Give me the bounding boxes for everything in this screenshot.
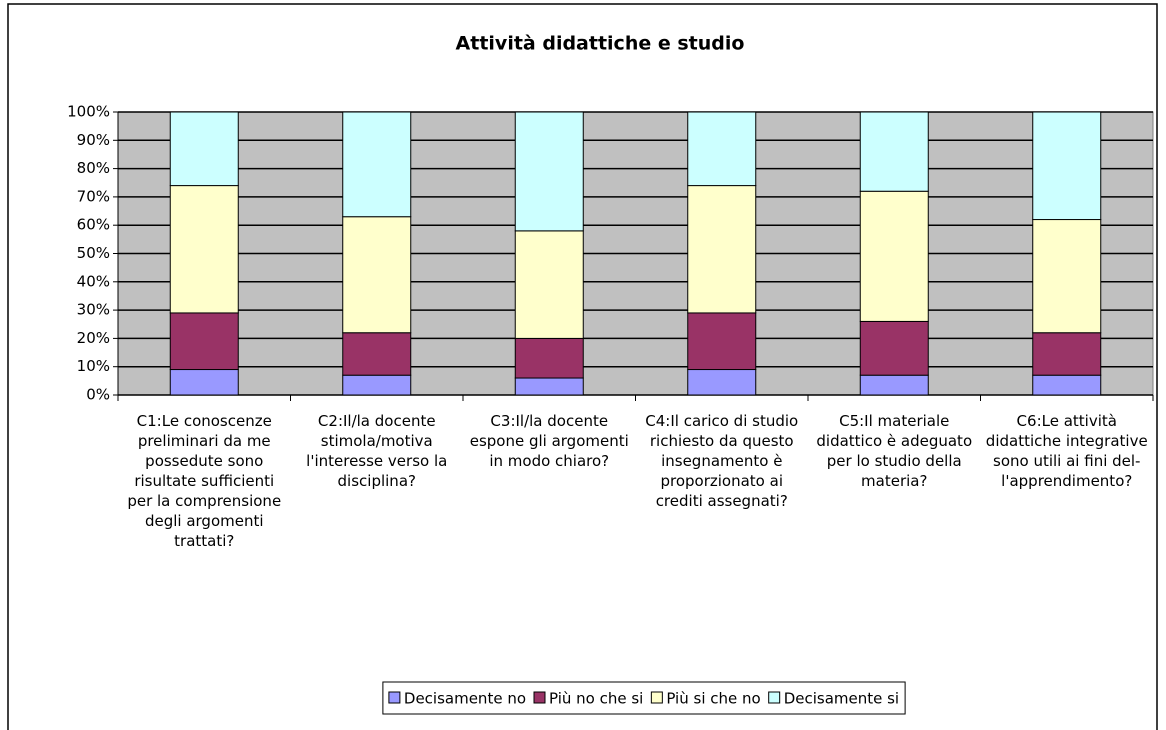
- bar-segment: [687, 185, 757, 314]
- y-tick-label: 60%: [77, 216, 110, 234]
- legend-swatch: [533, 691, 546, 704]
- bar-segment: [342, 332, 412, 376]
- x-tick-label: C4:Il carico di studio richiesto da ques…: [645, 412, 799, 510]
- bar-segment: [514, 230, 584, 339]
- legend-label: Decisamente si: [784, 690, 899, 708]
- y-tick-label: 50%: [77, 244, 110, 262]
- chart-title: Attività didattiche e studio: [456, 33, 745, 55]
- x-tick-label: C5:Il materiale didattico è adeguato per…: [816, 412, 973, 490]
- bar-segment: [169, 312, 239, 371]
- bar-segment: [169, 369, 239, 396]
- x-tick-label: C1:Le conoscenze preliminari da me posse…: [127, 412, 282, 550]
- x-tick-label: C3:Il/la docente espone gli argomenti in…: [469, 412, 629, 470]
- legend-label: Più si che no: [666, 690, 760, 708]
- x-tick-label: C2:Il/la docente stimola/motiva l'intere…: [306, 412, 448, 490]
- bar-segment: [1032, 111, 1102, 221]
- bar-segment: [1032, 332, 1102, 376]
- y-tick-label: 10%: [77, 357, 110, 375]
- bar-segment: [514, 111, 584, 232]
- bar-segment: [859, 374, 929, 396]
- bar-segment: [514, 337, 584, 379]
- y-tick-label: 40%: [77, 272, 110, 290]
- bar-segment: [342, 111, 412, 218]
- y-tick-label: 80%: [77, 159, 110, 177]
- legend-swatch: [768, 691, 781, 704]
- bar-segment: [859, 190, 929, 322]
- bar-segment: [169, 111, 239, 187]
- bar-segment: [687, 111, 757, 187]
- y-tick-label: 100%: [67, 103, 110, 121]
- bar-segment: [687, 369, 757, 396]
- bar-segment: [1032, 219, 1102, 334]
- y-tick-label: 90%: [77, 131, 110, 149]
- bar-segment: [342, 216, 412, 334]
- bar-segment: [169, 185, 239, 314]
- y-tick-label: 70%: [77, 187, 110, 205]
- x-tick-label: C6:Le attività didattiche integrative so…: [985, 412, 1148, 490]
- y-tick-label: 0%: [86, 386, 110, 404]
- legend-label: Decisamente no: [404, 690, 526, 708]
- y-tick-label: 20%: [77, 329, 110, 347]
- legend-swatch: [388, 691, 401, 704]
- bar-segment: [687, 312, 757, 371]
- bar-segment: [342, 374, 412, 396]
- legend-swatch: [650, 691, 663, 704]
- legend: [382, 681, 906, 715]
- bar-segment: [859, 111, 929, 192]
- legend-label: Più no che si: [549, 690, 643, 708]
- y-tick-label: 30%: [77, 301, 110, 319]
- bar-segment: [1032, 374, 1102, 396]
- bar-segment: [859, 320, 929, 376]
- bar-segment: [514, 377, 584, 396]
